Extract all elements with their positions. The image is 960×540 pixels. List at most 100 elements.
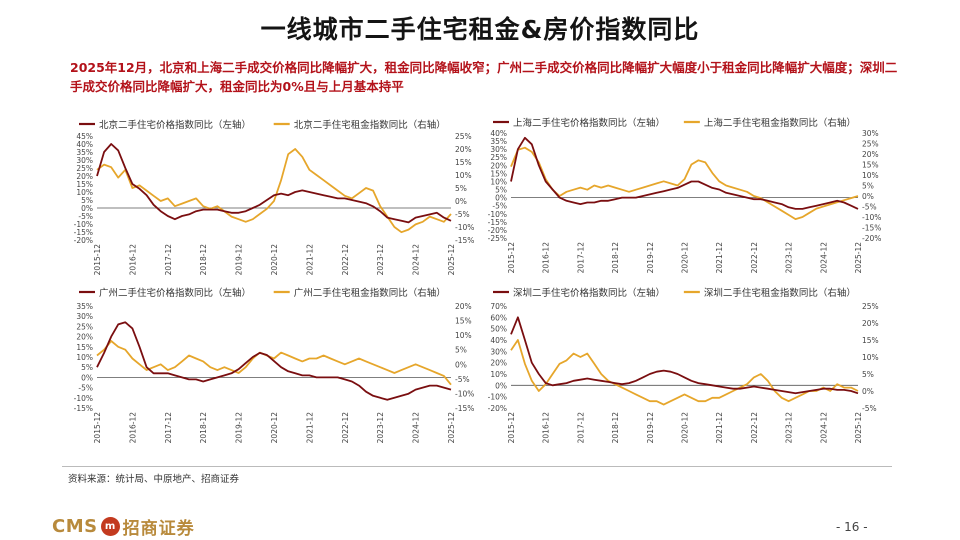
x-axis-tick: 2024-12: [412, 412, 421, 444]
page-number: - 16 -: [836, 520, 868, 534]
right-axis-tick: 10%: [862, 353, 879, 362]
x-axis-tick: 2016-12: [128, 412, 137, 444]
page-title: 一线城市二手住宅租金&房价指数同比: [260, 15, 700, 44]
x-axis-tick: 2016-12: [542, 242, 551, 274]
right-axis-tick: -5%: [862, 203, 877, 212]
left-axis-tick: 60%: [490, 313, 507, 322]
left-axis-tick: 25%: [76, 164, 93, 173]
right-axis-tick: 20%: [455, 302, 472, 311]
left-axis-tick: 5%: [81, 196, 93, 205]
x-axis-tick: 2023-12: [785, 242, 794, 274]
x-axis-tick: 2021-12: [715, 242, 724, 274]
price-series-line: [510, 316, 859, 395]
left-axis-tick: 30%: [490, 145, 507, 154]
left-axis-tick: 20%: [490, 359, 507, 368]
x-axis-tick: 2015-12: [507, 412, 516, 444]
x-axis-tick: 2023-12: [376, 244, 385, 276]
right-axis-tick: -10%: [455, 223, 474, 232]
x-axis-tick: 2017-12: [576, 242, 585, 274]
x-axis-tick: 2017-12: [164, 244, 173, 276]
left-axis-tick: -15%: [488, 218, 507, 227]
left-axis-tick: 15%: [490, 169, 507, 178]
left-axis-tick: 0%: [495, 194, 507, 203]
x-axis-tick: 2015-12: [507, 242, 516, 274]
right-axis-tick: -15%: [862, 224, 881, 233]
right-axis-tick: 0%: [455, 197, 467, 206]
x-axis-tick: 2020-12: [270, 244, 279, 276]
x-axis-tick: 2023-12: [376, 412, 385, 444]
right-axis-tick: -5%: [455, 375, 470, 384]
left-axis-tick: 20%: [490, 161, 507, 170]
price-series-line: [96, 143, 452, 224]
x-axis-tick: 2021-12: [305, 244, 314, 276]
left-axis-tick: 30%: [76, 312, 93, 321]
x-axis-tick: 2022-12: [341, 244, 350, 276]
left-axis-tick: 20%: [76, 333, 93, 342]
right-axis-tick: 25%: [862, 140, 879, 149]
left-axis-tick: -5%: [78, 212, 93, 221]
right-axis-tick: -5%: [862, 404, 877, 413]
x-axis-tick: 2024-12: [819, 412, 828, 444]
x-axis-tick: 2025-12: [854, 412, 863, 444]
legend-label: 深圳二手住宅价格指数同比（左轴）: [513, 287, 665, 299]
left-axis-tick: -20%: [488, 404, 507, 413]
chart-3: 广州二手住宅价格指数同比（左轴） 广州二手住宅租金指数同比（右轴）-15%-10%…: [74, 287, 475, 443]
left-axis-tick: 30%: [490, 347, 507, 356]
right-axis-tick: 20%: [862, 319, 879, 328]
left-axis-tick: 0%: [81, 204, 93, 213]
x-axis-tick: 2019-12: [646, 242, 655, 274]
right-axis-tick: 0%: [862, 192, 874, 201]
x-axis-tick: 2022-12: [750, 242, 759, 274]
left-axis-tick: 30%: [76, 156, 93, 165]
right-axis-tick: 20%: [862, 150, 879, 159]
left-axis-tick: -10%: [488, 393, 507, 402]
left-axis-tick: 40%: [490, 129, 507, 138]
right-axis-tick: 30%: [862, 129, 879, 138]
x-axis-tick: 2019-12: [646, 412, 655, 444]
chart-4: 深圳二手住宅价格指数同比（左轴） 深圳二手住宅租金指数同比（右轴） -20% -10%…: [488, 287, 879, 443]
x-axis-tick: 2019-12: [235, 244, 244, 276]
right-axis-tick: -10%: [455, 389, 474, 398]
right-axis-tick: 15%: [862, 161, 879, 170]
left-axis-tick: 5%: [495, 186, 507, 195]
legend-label: 北京二手住宅租金指数同比（右轴）: [294, 119, 446, 131]
left-axis-tick: 0%: [495, 381, 507, 390]
source-note: 资料来源：统计局、中原地产、招商证券: [68, 474, 240, 485]
right-axis-tick: 25%: [862, 302, 879, 311]
x-axis-tick: 2022-12: [341, 412, 350, 444]
x-axis-tick: 2016-12: [128, 244, 137, 276]
left-axis-tick: -20%: [74, 236, 93, 245]
x-axis-tick: 2020-12: [681, 412, 690, 444]
right-axis-tick: 15%: [455, 317, 472, 326]
legend-label: 广州二手住宅价格指数同比（左轴）: [99, 287, 251, 299]
x-axis-tick: 2018-12: [611, 412, 620, 444]
rent-series-line: [510, 146, 859, 221]
x-axis-tick: 2020-12: [681, 242, 690, 274]
right-axis-tick: -10%: [862, 213, 881, 222]
x-axis-tick: 2024-12: [819, 242, 828, 274]
x-axis-tick: 2017-12: [164, 412, 173, 444]
right-axis-tick: 10%: [455, 171, 472, 180]
right-axis-tick: -15%: [455, 404, 474, 413]
left-axis-tick: 40%: [490, 336, 507, 345]
right-axis-tick: 5%: [862, 370, 874, 379]
x-axis-tick: 2020-12: [270, 412, 279, 444]
left-axis-tick: 70%: [490, 302, 507, 311]
right-axis-tick: 25%: [455, 132, 472, 141]
left-axis-tick: -15%: [74, 404, 93, 413]
right-axis-tick: -15%: [455, 236, 474, 245]
left-axis-tick: 10%: [76, 353, 93, 362]
left-axis-tick: -25%: [488, 234, 507, 243]
left-axis-tick: 20%: [76, 172, 93, 181]
x-axis-tick: 2018-12: [199, 412, 208, 444]
left-axis-tick: -20%: [488, 226, 507, 235]
rent-series-line: [96, 340, 452, 386]
price-series-line: [96, 321, 452, 401]
x-axis-tick: 2019-12: [235, 412, 244, 444]
left-axis-tick: 35%: [76, 148, 93, 157]
right-axis-tick: -20%: [862, 234, 881, 243]
right-axis-tick: 15%: [455, 158, 472, 167]
x-axis-tick: 2015-12: [93, 244, 102, 276]
x-axis-tick: 2016-12: [542, 412, 551, 444]
left-axis-tick: 45%: [76, 132, 93, 141]
